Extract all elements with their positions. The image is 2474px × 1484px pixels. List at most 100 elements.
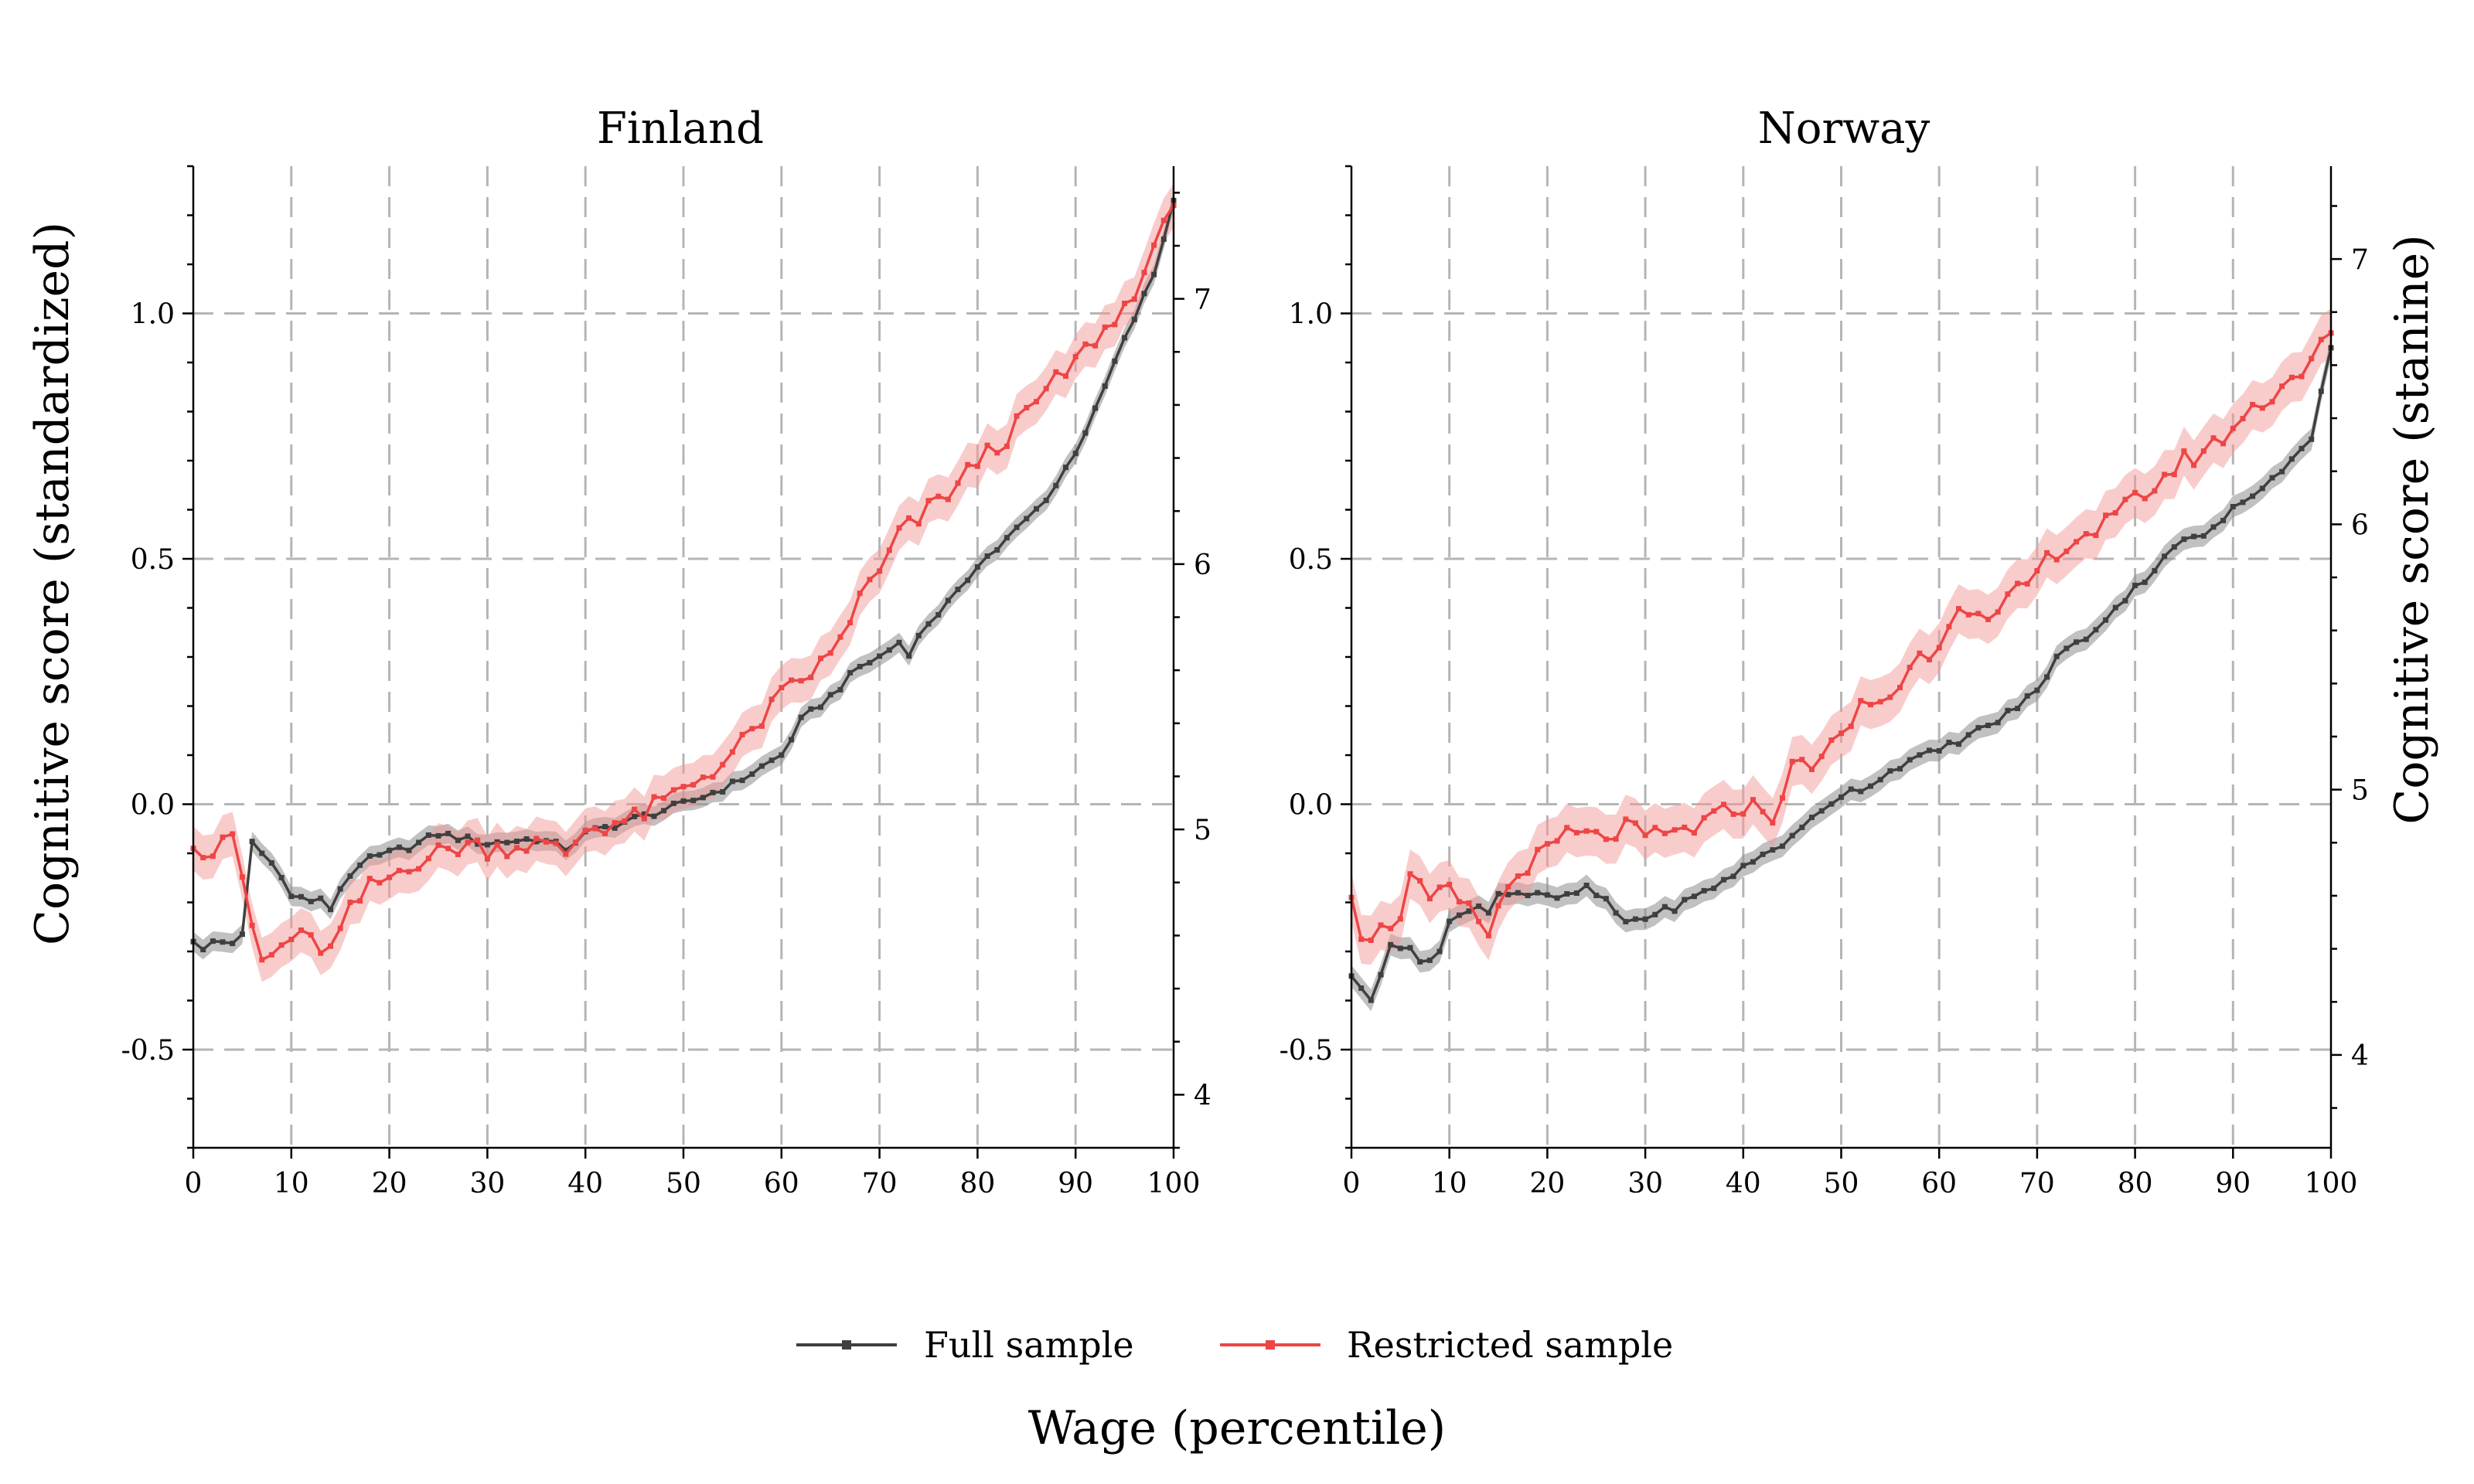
norway-full-sample-point [1661,904,1668,910]
norway-restricted-sample-point [1358,936,1365,942]
norway-full-sample-point [2220,517,2227,523]
finland-full-sample-point [1151,271,1157,277]
norway-full-sample-point [1838,794,1844,800]
finland-ytick-label: 0.5 [131,544,175,576]
finland-restricted-sample-point [602,830,608,836]
norway-full-sample-point [1897,766,1903,772]
norway-full-sample-point [1789,832,1795,839]
finland-full-sample-point [847,669,854,676]
finland-lines [190,198,1177,963]
norway-restricted-sample-point [1535,846,1541,853]
norway-xtick-label: 10 [1432,1168,1467,1200]
finland-full-sample-point [563,847,569,853]
finland-full-sample-point [758,763,765,769]
finland-ytick-label: -0.5 [121,1035,175,1067]
norway-restricted-sample-point [1476,918,1482,924]
finland-full-sample-point [1024,516,1030,522]
finland-full-sample-point [779,752,785,758]
finland-restricted-sample-point [739,731,745,737]
finland-full-sample-point [661,808,667,814]
finland-restricted-sample-point [1102,324,1108,330]
finland-full-sample-point [308,898,314,904]
finland-full-sample-point [867,659,873,665]
norway-restricted-sample-point [1603,836,1609,842]
norway-restricted-sample-point [1505,883,1511,890]
finland-full-sample-point [1131,316,1137,322]
norway-full-sample-point [2210,524,2217,530]
finland-restricted-sample-point [955,480,961,486]
finland-full-sample-point [994,547,1000,553]
norway-restricted-sample-point [2191,462,2197,468]
norway-full-sample-point [1476,903,1482,909]
finland-full-sample-point [533,839,540,845]
y-left-axis-title: Cognitive score (standardized) [26,222,80,945]
finland-full-sample-point [268,860,274,866]
finland-restricted-sample-point [690,781,697,788]
finland-bands [193,183,1174,982]
legend-full-label: Full sample [924,1324,1134,1366]
finland-restricted-sample-point [670,787,676,793]
norway-restricted-sample-point [1730,811,1736,817]
finland-full-sample-point [857,663,863,669]
norway-restricted-sample-point [2299,373,2305,380]
norway-restricted-sample-point [1995,609,2001,615]
finland-full-sample-point [1034,505,1039,512]
norway-restricted-sample-point [2181,448,2187,454]
finland-full-sample-point [720,789,726,795]
finland-restricted-sample-point [1131,296,1137,302]
norway-ytick-label: -0.5 [1280,1035,1333,1067]
norway-full-sample-point [2279,468,2285,475]
norway-full-sample-point [1554,895,1560,901]
norway-restricted-sample-point [2063,548,2070,554]
norway-full-sample-point [2005,707,2011,713]
norway-full-sample-point [2171,544,2177,550]
finland-restricted-sample-point [465,839,471,846]
norway-axes: 0 10 20 30 40 50 60 70 80 90 100 -0.5 0.0 0.5 1.0 4 5 6 7 [1280,165,2369,1200]
finland-restricted-sample-point [994,450,1000,456]
norway-restricted-sample-point [2200,448,2206,454]
norway-full-sample-point [2063,645,2070,652]
norway-restricted-sample-point [1809,766,1815,772]
finland-grid [193,166,1174,1148]
norway-full-sample-point [1436,948,1443,955]
norway-xtick-label: 100 [2305,1168,2358,1200]
finland-restricted-sample-point [1082,341,1089,347]
norway-full-sample-point [2152,567,2158,574]
norway-full-sample-point [2083,636,2089,642]
finland-restricted-sample-point [230,831,236,837]
norway-full-sample-point [2299,445,2305,451]
norway-restricted-sample-point [1642,832,1648,839]
norway-full-sample-point [2318,388,2324,394]
norway-restricted-sample-point [1897,685,1903,690]
finland-full-sample-point [298,893,304,900]
finland-restricted-sample-point [387,874,393,880]
norway-ytick-label: 1.0 [1289,299,1333,331]
finland-restricted-sample-point [877,568,883,574]
norway-full-sample-point [2103,617,2109,623]
finland-xtick-label: 40 [567,1168,603,1200]
norway-restricted-sample-point [1985,616,1992,622]
finland-restricted-sample-point [1043,386,1049,392]
finland-xtick-label: 0 [185,1168,203,1200]
finland-restricted-sample-point [867,577,873,583]
norway-restricted-sample-point [2132,489,2138,495]
norway-full-sample-point [1858,788,1864,795]
finland-restricted-sample-point [268,951,274,958]
finland-restricted-sample-point [573,839,578,846]
finland-restricted-sample-point [288,936,295,942]
norway-restricted-sample-point [1554,838,1560,844]
finland-full-sample-point [347,873,353,879]
finland-restricted-sample-point [758,723,765,729]
finland-full-sample-point [896,639,902,645]
finland-restricted-sample-point [612,820,618,826]
norway-restricted-sample-point [1877,699,1883,705]
finland-y2tick-label: 5 [1194,815,1211,846]
norway-full-sample-point [2250,493,2256,499]
norway-full-sample-point [1750,859,1756,865]
finland-xtick-label: 100 [1147,1168,1201,1200]
norway-y2tick-label: 5 [2351,775,2369,807]
finland-full-sample-point [768,757,775,764]
norway-full-sample-point [1770,847,1776,853]
x-axis-title: Wage (percentile) [1028,1401,1446,1455]
finland-full-sample-point [955,587,961,593]
